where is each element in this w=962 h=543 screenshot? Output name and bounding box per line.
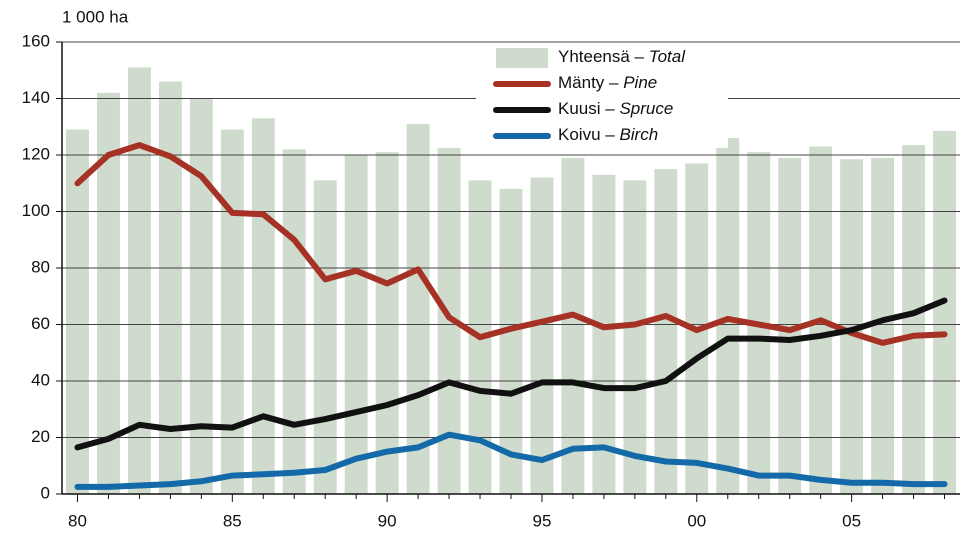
y-tick-label: 140 [22, 88, 50, 107]
bar [375, 152, 399, 495]
bar [282, 149, 306, 494]
line [74, 431, 948, 490]
bar [778, 157, 802, 494]
x-tick-label: 80 [68, 511, 87, 530]
bar [406, 123, 430, 495]
bar [499, 188, 523, 494]
y-tick-label: 20 [31, 427, 50, 446]
bar [592, 174, 616, 494]
bar [623, 180, 647, 495]
legend-label: Kuusi – Spruce [558, 99, 673, 118]
bar [902, 145, 926, 495]
legend-label: Yhteensä – Total [558, 47, 686, 66]
bar [158, 81, 182, 495]
legend-label: Koivu – Birch [558, 125, 658, 144]
y-tick-label: 0 [41, 483, 50, 502]
bar [313, 180, 337, 495]
y-tick-label: 40 [31, 370, 50, 389]
bar [96, 92, 120, 494]
x-tick-label: 00 [687, 511, 706, 530]
y-axis-unit: 1 000 ha [62, 7, 129, 26]
x-tick-label: 85 [223, 511, 242, 530]
bar [127, 67, 151, 495]
x-tick-label: 05 [842, 511, 861, 530]
bar [933, 130, 956, 495]
bar [220, 129, 244, 494]
x-tick-label: 90 [378, 511, 397, 530]
legend-label: Mänty – Pine [558, 73, 657, 92]
bar [840, 159, 864, 495]
bar [530, 177, 554, 494]
line [74, 142, 948, 346]
line [74, 297, 948, 451]
bar [189, 98, 213, 494]
y-tick-label: 60 [31, 314, 50, 333]
bar [871, 157, 895, 494]
y-tick-label: 160 [22, 31, 50, 50]
y-tick-label: 120 [22, 144, 50, 163]
legend-swatch [496, 48, 548, 68]
bar [561, 157, 585, 494]
bar [437, 147, 461, 494]
bar [66, 129, 89, 494]
x-tick-label: 95 [533, 511, 552, 530]
y-tick-label: 100 [22, 201, 50, 220]
bar [654, 169, 678, 494]
y-tick-label: 80 [31, 257, 50, 276]
